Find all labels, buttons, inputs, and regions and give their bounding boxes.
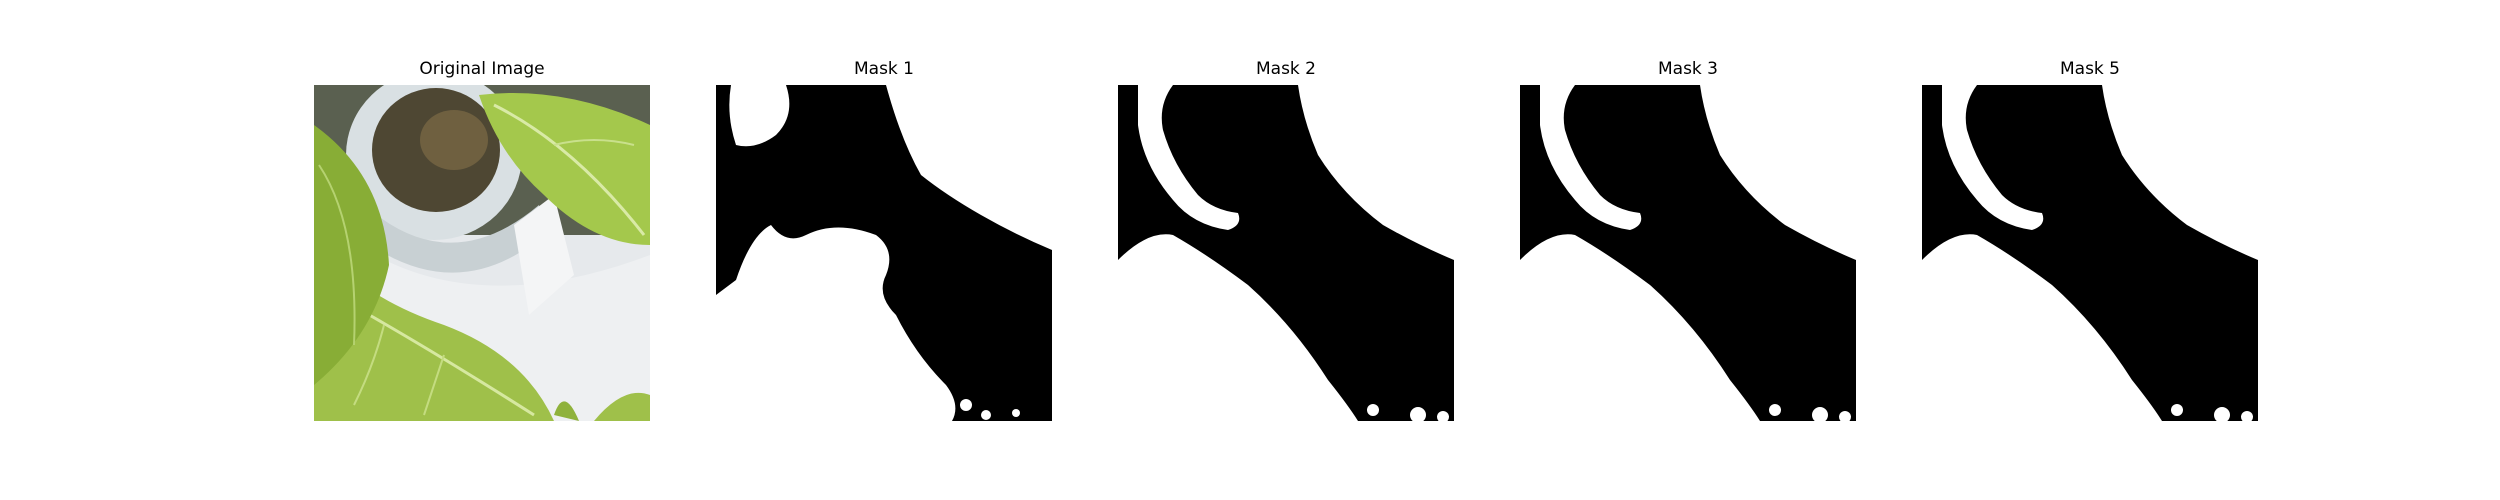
panel-title: Mask 5 [2059,59,2120,79]
panel-mask-1: Mask 1 [716,55,1052,421]
mask-image [716,85,1052,421]
panel-title: Original Image [419,59,545,79]
panel-title: Mask 1 [853,59,914,79]
original-image [314,85,650,421]
mask-image [1520,85,1856,421]
panel-mask-5: Mask 5 [1922,55,2258,421]
mask-image [1922,85,2258,421]
panel-title: Mask 2 [1255,59,1316,79]
panel-title: Mask 3 [1657,59,1718,79]
mask-image [1118,85,1454,421]
panel-mask-2: Mask 2 [1118,55,1454,421]
panel-original-image: Original Image [314,55,650,421]
panel-mask-3: Mask 3 [1520,55,1856,421]
